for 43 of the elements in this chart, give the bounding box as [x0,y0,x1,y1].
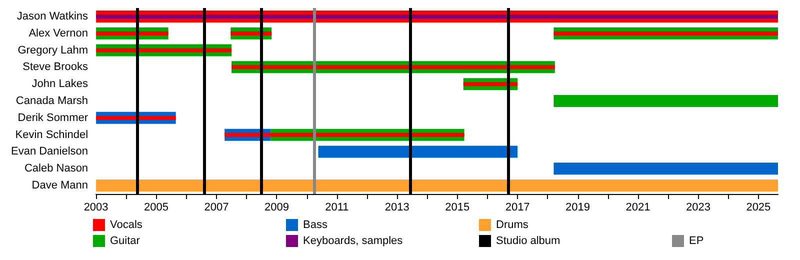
x-tick-label: 2011 [325,202,349,214]
y-tick-label: Alex Vernon [28,27,88,40]
y-tick-label: Gregory Lahm [18,44,88,56]
x-tick-label: 2007 [204,202,229,214]
bar [224,132,464,137]
y-tick-label: Dave Mann [32,180,88,192]
x-tick-label: 2009 [264,202,289,214]
x-tick-label: 2003 [84,202,108,214]
y-tick-label: Steve Brooks [22,61,89,74]
y-tick-label: Canada Marsh [16,95,88,107]
x-tick-label: 2023 [686,202,710,214]
x-tick-label: 2017 [505,202,530,214]
bar [463,82,518,86]
legend-label: Bass [303,219,328,231]
bar [554,31,778,36]
x-tick-label: 2015 [445,202,470,214]
y-tick-label: Jason Watkins [16,10,89,22]
legend-label: Studio album [496,235,560,247]
y-tick-label: John Lakes [32,78,89,90]
bar [96,14,778,18]
x-tick-label: 2021 [626,202,650,214]
legend-label: Vocals [110,219,143,231]
bar [554,95,778,107]
legend-label: Guitar [110,235,140,247]
y-tick-label: Evan Danielson [10,146,88,158]
bar [96,31,168,36]
y-tick-label: Kevin Schindel [15,128,88,141]
x-tick-label: 2025 [746,202,771,214]
legend-label: Keyboards, samples [303,235,404,247]
bar [96,48,232,52]
y-tick-label: Derik Sommer [18,112,88,124]
bar [230,31,272,36]
bar [318,146,518,158]
y-tick-label: Caleb Nason [24,162,88,175]
bar [96,180,778,192]
legend-label: EP [689,235,704,247]
x-tick-label: 2019 [566,202,590,214]
bar [554,162,778,175]
legend-label: Drums [496,219,529,231]
bar [232,65,555,70]
x-tick-label: 2013 [384,202,410,214]
x-tick-label: 2005 [144,202,169,214]
bar [96,116,176,120]
